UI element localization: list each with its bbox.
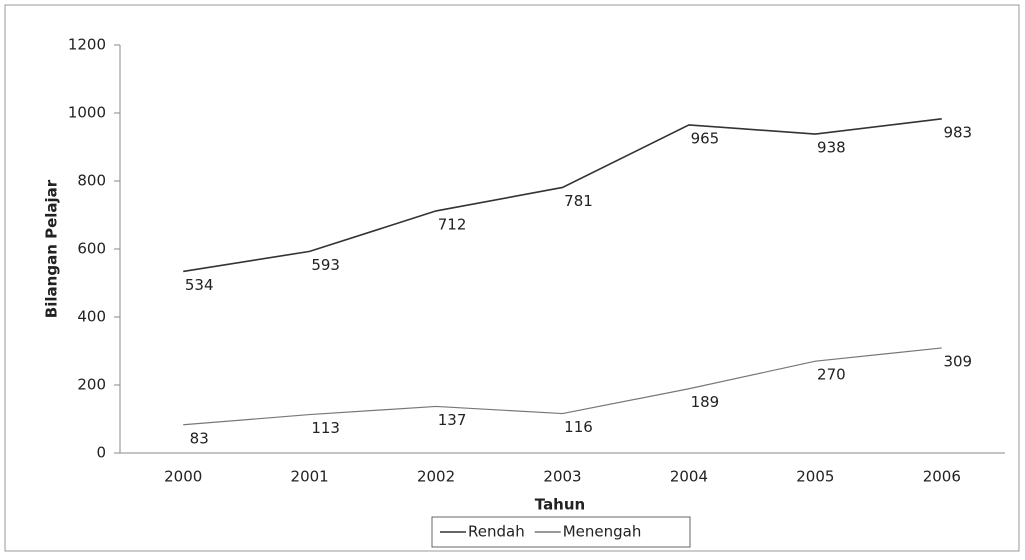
data-label: 781 <box>564 192 593 210</box>
x-tick-label: 2005 <box>796 468 834 486</box>
x-tick-label: 2003 <box>543 468 581 486</box>
series-line <box>183 347 942 426</box>
data-label: 965 <box>691 129 720 147</box>
data-label: 83 <box>190 429 209 447</box>
data-label: 983 <box>943 123 972 141</box>
legend-label: Menengah <box>563 523 642 541</box>
data-label: 712 <box>438 215 467 233</box>
data-label: 309 <box>943 352 972 370</box>
x-axis-label: Tahun <box>535 496 585 514</box>
data-label: 270 <box>817 366 846 384</box>
data-label: 189 <box>691 393 720 411</box>
x-tick-label: 2002 <box>417 468 455 486</box>
y-tick-label: 200 <box>77 376 106 394</box>
legend-label: Rendah <box>468 523 525 541</box>
data-label: 137 <box>438 411 467 429</box>
y-tick-label: 1200 <box>68 36 106 54</box>
data-label: 116 <box>564 418 593 436</box>
legend <box>431 516 691 548</box>
y-tick-label: 1000 <box>68 104 106 122</box>
y-tick-label: 400 <box>77 308 106 326</box>
y-tick-label: 800 <box>77 172 106 190</box>
y-tick-label: 0 <box>96 444 106 462</box>
chart-frame <box>4 4 1020 552</box>
x-tick-label: 2004 <box>670 468 708 486</box>
x-tick-label: 2000 <box>164 468 202 486</box>
series-line <box>183 117 942 273</box>
x-tick-label: 2001 <box>291 468 329 486</box>
data-label: 593 <box>311 256 340 274</box>
data-label: 938 <box>817 139 846 157</box>
y-axis-label: Bilangan Pelajar <box>43 179 61 318</box>
data-label: 534 <box>185 276 214 294</box>
x-tick-label: 2006 <box>923 468 961 486</box>
y-tick-label: 600 <box>77 240 106 258</box>
data-label: 113 <box>311 419 340 437</box>
